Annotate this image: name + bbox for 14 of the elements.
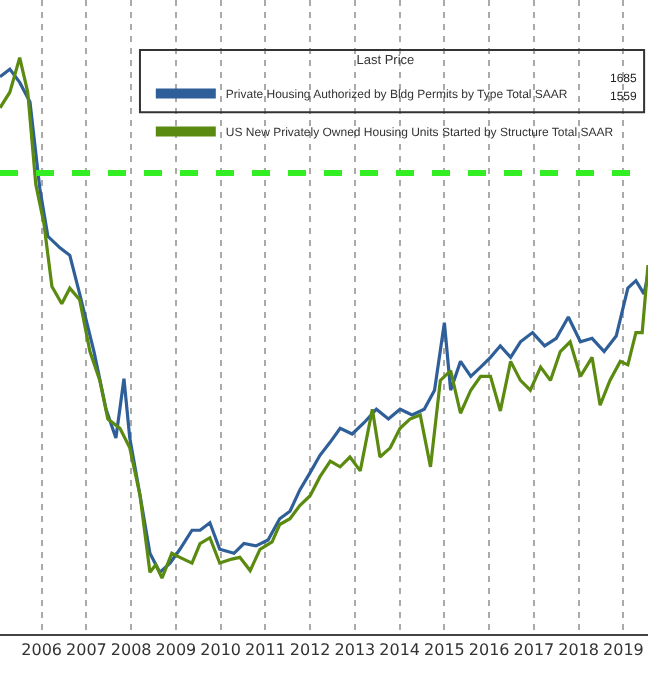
x-tick-label: 2015	[424, 641, 465, 660]
x-tick-label: 2010	[200, 641, 241, 660]
x-tick-label: 2006	[21, 641, 62, 660]
x-tick-label: 2008	[110, 641, 152, 660]
x-tick-label: 2019	[603, 641, 644, 660]
x-tick-label: 2013	[334, 641, 376, 660]
x-tick-label: 2011	[245, 641, 286, 660]
x-tick-label: 2014	[379, 641, 420, 660]
x-tick-label: 2009	[155, 641, 197, 660]
x-tick-label: 2007	[66, 641, 107, 660]
x-tick-label: 2016	[468, 641, 510, 660]
x-tick-label: 2012	[289, 641, 331, 660]
x-tick-label: 2017	[513, 641, 555, 660]
x-tick-label: 2018	[558, 641, 599, 660]
